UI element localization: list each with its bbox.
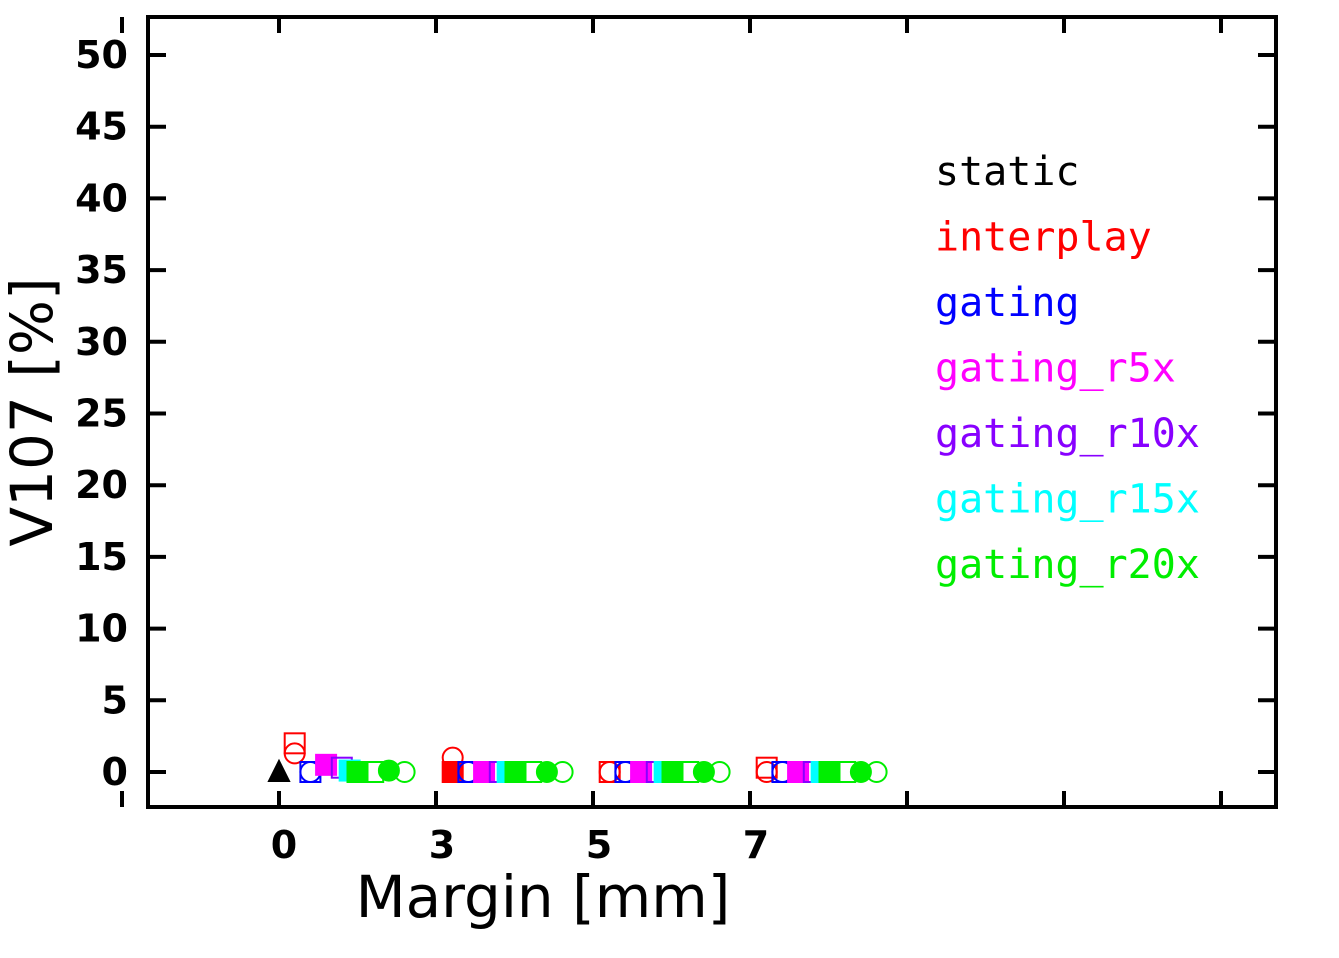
x-axis-label: Margin [mm] (356, 863, 731, 931)
y-tick-label: 5 (102, 678, 128, 722)
x-tick-label: 3 (429, 823, 455, 867)
data-point-gating_r20x (818, 761, 841, 783)
legend-entry-gating_r15x: gating_r15x (935, 477, 1200, 523)
x-tick-label: 5 (586, 823, 612, 867)
data-point-interplay (283, 732, 306, 755)
y-tick-label: 30 (75, 320, 128, 364)
y-tick-label: 45 (75, 105, 128, 149)
legend-entry-interplay: interplay (935, 215, 1152, 261)
data-point-gating_r20x (849, 761, 872, 783)
y-tick-label: 40 (75, 176, 128, 220)
legend-entry-gating_r10x: gating_r10x (935, 411, 1200, 457)
legend-entry-gating_r5x: gating_r5x (935, 346, 1176, 392)
data-markers (267, 732, 888, 783)
data-point-gating_r20x (692, 761, 715, 783)
data-point-gating_r5x (473, 761, 496, 783)
data-point-gating_r5x (630, 761, 653, 783)
data-point-gating_r20x (661, 761, 684, 783)
y-axis-ticks: 0 5 10 15 20 25 30 35 40 45 50 (75, 33, 1276, 794)
y-tick-label: 35 (75, 248, 128, 292)
y-tick-label: 50 (75, 33, 128, 77)
y-tick-label: 20 (75, 463, 128, 507)
legend-entry-static: static (935, 149, 1080, 195)
legend-entry-gating: gating (935, 280, 1080, 326)
legend-entry-gating_r20x: gating_r20x (935, 542, 1200, 588)
data-point-gating_r20x (551, 761, 574, 783)
data-point-gating_r20x (346, 761, 369, 783)
data-point-interplay (441, 746, 464, 769)
y-tick-label: 0 (102, 750, 128, 794)
data-point-static (267, 758, 291, 782)
data-point-interplay (598, 761, 621, 783)
data-point-gating_r20x (865, 761, 888, 783)
data-point-gating_r20x (393, 761, 416, 783)
x-axis-ticks: 0 3 5 7 (120, 17, 1223, 867)
y-tick-label: 25 (75, 392, 128, 436)
data-point-interplay (283, 742, 306, 765)
data-point-gating_r20x (535, 761, 558, 783)
data-point-gating_r20x (377, 759, 400, 782)
y-axis-label: V107 [%] (0, 277, 66, 546)
y-tick-label: 15 (75, 535, 128, 579)
x-tick-label: 0 (271, 823, 297, 867)
data-point-gating_r20x (504, 761, 527, 783)
y-tick-label: 10 (75, 607, 128, 651)
x-tick-label: 7 (743, 823, 769, 867)
legend: static interplay gating gating_r5x gating_r1… (935, 149, 1200, 588)
data-point-gating_r5x (787, 761, 810, 783)
data-point-gating_r20x (708, 761, 731, 783)
data-point-interplay (755, 761, 778, 783)
